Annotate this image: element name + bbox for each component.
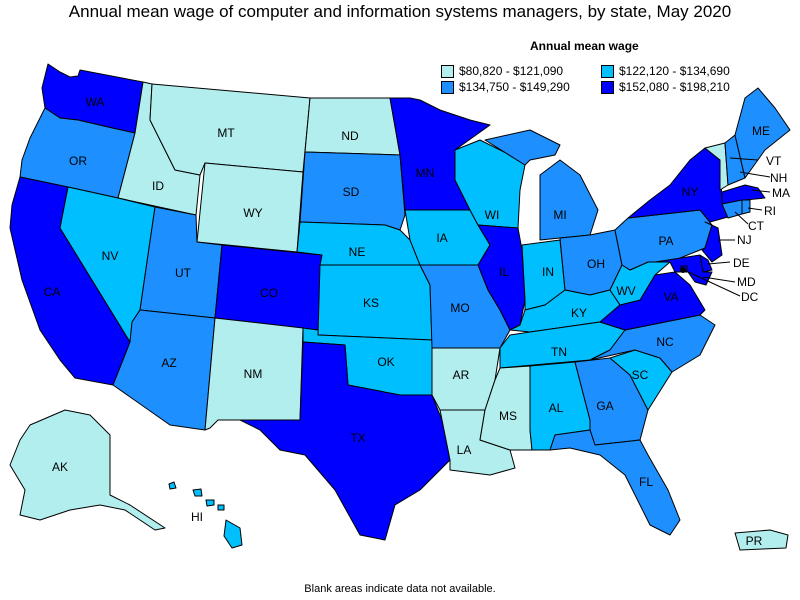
state-label-md: MD — [737, 275, 756, 289]
state-label-nv: NV — [102, 249, 119, 263]
legend-title: Annual mean wage — [530, 39, 639, 53]
state-label-la: LA — [457, 443, 472, 457]
state-label-ms: MS — [499, 409, 517, 423]
state-label-sd: SD — [343, 185, 360, 199]
state-label-in: IN — [542, 265, 554, 279]
state-label-co: CO — [260, 286, 278, 300]
dc-leader-line — [683, 269, 741, 297]
legend-item-tier-2: $122,120 - $134,690 — [601, 64, 730, 78]
state-label-nm: NM — [244, 367, 263, 381]
state-label-tx: TX — [350, 431, 365, 445]
dc-marker — [680, 267, 686, 273]
nh-leader-line — [739, 171, 771, 178]
state-label-id: ID — [152, 179, 164, 193]
state-label-or: OR — [69, 154, 87, 168]
state-nd[interactable] — [304, 97, 401, 156]
vt-leader-line — [729, 157, 759, 161]
state-label-il: IL — [499, 265, 509, 279]
state-pr[interactable] — [734, 529, 789, 551]
state-label-mi: MI — [553, 208, 566, 222]
state-label-hi: HI — [191, 510, 203, 524]
state-wi[interactable] — [454, 139, 526, 229]
state-fl[interactable] — [549, 429, 681, 536]
state-label-az: AZ — [161, 356, 176, 370]
legend-swatch-tier-3 — [441, 80, 454, 94]
state-label-ga: GA — [596, 399, 613, 413]
legend-item-tier-4: $152,080 - $198,210 — [601, 80, 730, 94]
state-label-ks: KS — [363, 296, 379, 310]
state-label-de: DE — [733, 256, 750, 270]
state-label-ky: KY — [571, 306, 587, 320]
legend-swatch-tier-1 — [441, 64, 454, 78]
state-ri[interactable] — [741, 199, 751, 215]
state-hi[interactable] — [168, 481, 243, 549]
state-label-nh: NH — [770, 171, 787, 185]
state-label-dc: DC — [741, 290, 759, 304]
state-ak[interactable] — [9, 409, 166, 531]
legend-swatch-tier-2 — [601, 64, 614, 78]
state-label-ok: OK — [377, 355, 394, 369]
state-label-ny: NY — [682, 185, 699, 199]
state-label-ne: NE — [349, 245, 366, 259]
state-label-oh: OH — [587, 257, 605, 271]
state-label-wy: WY — [243, 206, 262, 220]
state-label-fl: FL — [639, 475, 653, 489]
legend-label-tier-3: $134,750 - $149,290 — [459, 80, 570, 94]
state-nc[interactable] — [589, 314, 716, 373]
state-label-nd: ND — [341, 129, 359, 143]
state-vt[interactable] — [704, 142, 729, 191]
state-nj[interactable] — [701, 221, 723, 263]
state-mn[interactable] — [389, 97, 491, 211]
map-title: Annual mean wage of computer and informa… — [68, 2, 732, 21]
ma-leader-line — [751, 189, 771, 193]
state-label-ca: CA — [44, 285, 61, 299]
state-label-me: ME — [752, 124, 770, 138]
legend-item-tier-1: $80,820 - $121,090 — [441, 64, 563, 78]
state-label-ri: RI — [764, 204, 776, 218]
state-label-al: AL — [549, 401, 564, 415]
legend-label-tier-2: $122,120 - $134,690 — [619, 64, 730, 78]
state-tx[interactable] — [239, 341, 451, 541]
state-label-sc: SC — [632, 368, 649, 382]
state-label-mn: MN — [416, 166, 435, 180]
state-label-ak: AK — [52, 460, 68, 474]
legend-label-tier-1: $80,820 - $121,090 — [459, 64, 564, 78]
state-label-wi: WI — [485, 208, 500, 222]
state-label-wa: WA — [86, 95, 105, 109]
state-label-mo: MO — [450, 301, 469, 315]
state-label-ut: UT — [175, 266, 192, 280]
state-label-ia: IA — [436, 231, 447, 245]
state-label-pa: PA — [658, 234, 673, 248]
state-label-ar: AR — [453, 368, 470, 382]
state-label-nc: NC — [656, 335, 674, 349]
state-label-va: VA — [663, 290, 678, 304]
legend-item-tier-3: $134,750 - $149,290 — [441, 80, 570, 94]
de-leader-line — [707, 261, 731, 265]
state-label-tn: TN — [551, 345, 567, 359]
state-label-ma: MA — [772, 186, 790, 200]
ct-leader-line — [734, 211, 749, 225]
md-leader-line — [702, 276, 736, 283]
legend-label-tier-4: $152,080 - $198,210 — [619, 80, 730, 94]
legend-swatch-tier-4 — [601, 80, 614, 94]
footnote: Blank areas indicate data not available. — [304, 583, 496, 595]
ri-leader-line — [747, 207, 763, 211]
state-label-nj: NJ — [737, 233, 752, 247]
state-label-vt: VT — [766, 154, 782, 168]
state-label-wv: WV — [616, 284, 635, 298]
state-label-ct: CT — [748, 219, 765, 233]
state-label-pr: PR — [746, 534, 763, 548]
state-label-mt: MT — [217, 126, 235, 140]
